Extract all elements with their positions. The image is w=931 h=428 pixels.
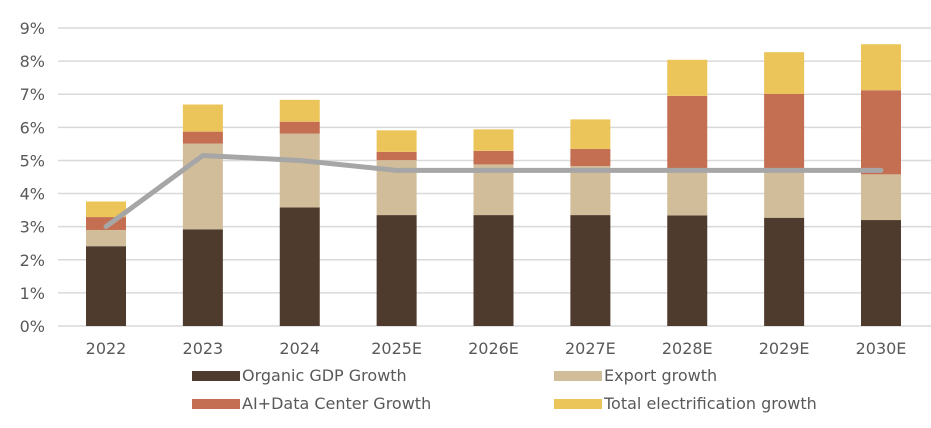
bar-segment-total-electrification-growth <box>570 119 611 149</box>
bar-segment-ai-data-center-growth <box>376 151 417 161</box>
chart: 0%1%2%3%4%5%6%7%8%9% 2022 2023 2024 2025E 20… <box>20 19 931 358</box>
bar-segment-total-electrification-growth <box>376 130 417 152</box>
y-tick-label: 4% <box>20 185 45 204</box>
bar-segment-total-electrification-growth <box>764 52 805 94</box>
x-tick-label: 2028E <box>662 339 713 358</box>
bar-segment-export-growth <box>570 166 611 216</box>
bar-segment-organic-gdp-growth <box>86 246 126 326</box>
bar-segment-ai-data-center-growth <box>182 131 223 144</box>
bars <box>86 44 901 326</box>
bar-segment-organic-gdp-growth <box>667 215 708 326</box>
bar-segment-organic-gdp-growth <box>182 229 223 326</box>
y-tick-label: 7% <box>20 85 45 104</box>
bar-segment-ai-data-center-growth <box>279 121 320 134</box>
bar-segment-total-electrification-growth <box>86 201 126 218</box>
bar-segment-organic-gdp-growth <box>473 215 514 326</box>
bar-segment-organic-gdp-growth <box>279 207 320 326</box>
x-axis-ticks: 2022 2023 2024 2025E 2026E 2027E 2028E 2029E 203… <box>86 339 907 358</box>
bar-segment-export-growth <box>279 133 320 208</box>
bar-segment-export-growth <box>861 174 901 221</box>
x-tick-label: 2026E <box>468 339 519 358</box>
legend: Organic GDP Growth Export growth AI+Data… <box>0 366 931 426</box>
legend-label: Organic GDP Growth <box>242 366 407 385</box>
legend-item-electrification: Total electrification growth <box>554 394 817 413</box>
x-tick-label: 2022 <box>86 339 127 358</box>
bar-segment-export-growth <box>86 229 126 247</box>
y-tick-label: 0% <box>20 317 45 336</box>
x-tick-label: 2023 <box>183 339 224 358</box>
bar-segment-total-electrification-growth <box>182 104 223 132</box>
y-tick-label: 3% <box>20 218 45 237</box>
bar-segment-total-electrification-growth <box>861 44 901 91</box>
legend-label: AI+Data Center Growth <box>242 394 432 413</box>
line-series <box>103 152 884 230</box>
bar-segment-ai-data-center-growth <box>473 150 514 165</box>
bar-segment-organic-gdp-growth <box>764 217 805 326</box>
y-tick-label: 1% <box>20 284 45 303</box>
bar-segment-export-growth <box>764 168 805 218</box>
legend-swatch <box>192 370 240 381</box>
y-tick-label: 8% <box>20 52 45 71</box>
y-tick-label: 9% <box>20 19 45 38</box>
bar-segment-ai-data-center-growth <box>764 93 805 169</box>
bar-segment-ai-data-center-growth <box>667 95 708 169</box>
bar-segment-organic-gdp-growth <box>861 220 901 326</box>
bar-segment-organic-gdp-growth <box>570 215 611 326</box>
legend-item-export: Export growth <box>554 366 717 385</box>
legend-swatch <box>554 398 602 409</box>
x-tick-label: 2024 <box>279 339 320 358</box>
legend-swatch <box>192 398 240 409</box>
x-tick-label: 2025E <box>371 339 422 358</box>
bar-segment-ai-data-center-growth <box>861 90 901 175</box>
y-axis-ticks: 0% 1% 2% 3% 4% 5% 6% 7% 8% 9% <box>20 19 45 336</box>
y-tick-label: 5% <box>20 151 45 170</box>
x-tick-label: 2027E <box>565 339 616 358</box>
line-path <box>103 152 884 230</box>
x-tick-label: 2029E <box>759 339 810 358</box>
y-tick-label: 6% <box>20 118 45 137</box>
x-tick-label: 2030E <box>856 339 907 358</box>
bar-segment-total-electrification-growth <box>279 99 320 122</box>
legend-item-organic-gdp: Organic GDP Growth <box>192 366 407 385</box>
bar-segment-total-electrification-growth <box>473 129 514 151</box>
legend-label: Total electrification growth <box>604 394 817 413</box>
bar-segment-total-electrification-growth <box>667 59 708 96</box>
legend-swatch <box>554 370 602 381</box>
bar-segment-ai-data-center-growth <box>570 148 611 167</box>
y-tick-label: 2% <box>20 251 45 270</box>
bar-segment-export-growth <box>667 168 708 216</box>
legend-item-ai-data-center: AI+Data Center Growth <box>192 394 431 413</box>
bar-segment-organic-gdp-growth <box>376 215 417 326</box>
legend-label: Export growth <box>604 366 718 385</box>
